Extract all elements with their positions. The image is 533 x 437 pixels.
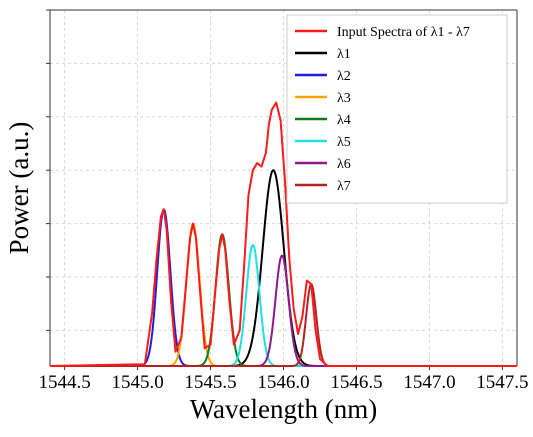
legend-label: λ6 [337, 157, 351, 172]
x-tick-label: 1546.5 [330, 372, 382, 393]
legend-label: λ1 [337, 47, 351, 62]
series-line--5 [50, 243, 512, 367]
series-line--4 [50, 233, 511, 367]
series-line--7 [50, 283, 511, 367]
x-tick-label: 1547.5 [476, 372, 528, 393]
series-group [49, 101, 517, 367]
legend-label: λ3 [337, 91, 351, 106]
x-tick-label: 1546.0 [257, 372, 309, 393]
y-axis-title: Power (a.u.) [4, 122, 34, 255]
legend-box [286, 14, 508, 204]
legend-label: λ4 [337, 113, 351, 128]
series-line--6 [50, 254, 512, 367]
series-line--2 [50, 208, 511, 367]
legend-label: λ2 [337, 69, 351, 84]
legend: Input Spectra of λ1 - λ7 λ1 λ2 λ3 λ4 λ5 λ6 λ7 [286, 14, 508, 204]
legend-label: λ5 [337, 135, 351, 150]
legend-label: λ7 [337, 179, 351, 194]
axes: 1544.5 1545.0 1545.5 1546.0 1546.5 1547.0 1547… [38, 9, 529, 393]
x-tick-label: 1545.5 [184, 372, 236, 393]
grid [50, 9, 517, 366]
x-axis-title: Wavelength (nm) [190, 394, 378, 424]
series-line-input-spectra-of-1-7 [49, 101, 517, 367]
series-line--3 [50, 222, 511, 367]
legend-label: Input Spectra of λ1 - λ7 [337, 25, 470, 40]
x-tick-label: 1545.0 [111, 372, 163, 393]
x-tick-label: 1544.5 [38, 372, 90, 393]
x-tick-label: 1547.0 [403, 372, 455, 393]
